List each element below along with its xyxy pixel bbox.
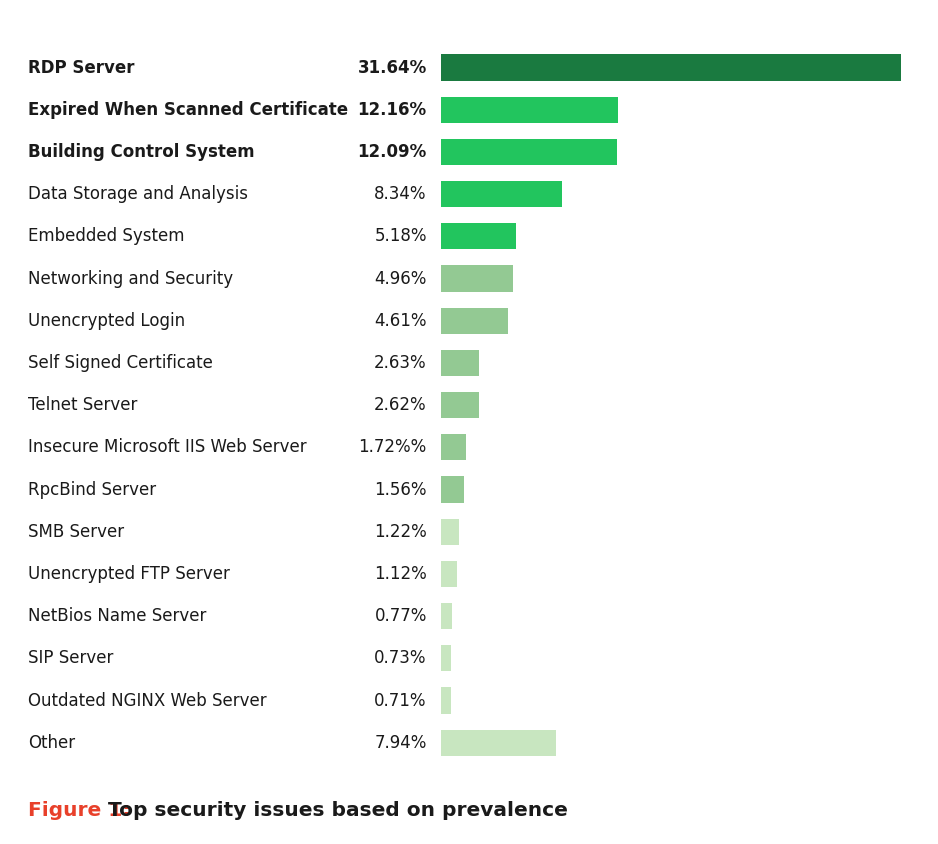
Bar (441, 687, 451, 714)
Text: Insecure Microsoft IIS Web Server: Insecure Microsoft IIS Web Server (28, 438, 307, 457)
Text: 0.71%: 0.71% (374, 691, 427, 710)
Text: 5.18%: 5.18% (374, 227, 427, 246)
Text: Outdated NGINX Web Server: Outdated NGINX Web Server (28, 691, 266, 710)
Bar (441, 349, 479, 376)
Bar (441, 307, 507, 333)
Text: 1.56%: 1.56% (374, 480, 427, 499)
Bar (441, 96, 617, 122)
Text: 2.62%: 2.62% (374, 396, 427, 414)
Text: Figure 1:: Figure 1: (28, 801, 130, 820)
Bar (441, 476, 463, 502)
Text: SIP Server: SIP Server (28, 649, 113, 668)
Bar (441, 181, 562, 207)
Text: 12.09%: 12.09% (357, 143, 427, 161)
Text: 31.64%: 31.64% (357, 58, 427, 77)
Text: 8.34%: 8.34% (374, 185, 427, 203)
Text: 0.77%: 0.77% (374, 607, 427, 625)
Text: Other: Other (28, 733, 75, 752)
Text: 4.61%: 4.61% (374, 311, 427, 330)
Bar (441, 603, 452, 630)
Text: Self Signed Certificate: Self Signed Certificate (28, 354, 213, 372)
Bar (441, 223, 516, 249)
Bar (441, 645, 451, 672)
Text: Data Storage and Analysis: Data Storage and Analysis (28, 185, 249, 203)
Bar (441, 560, 457, 587)
Text: Telnet Server: Telnet Server (28, 396, 138, 414)
Text: 1.22%: 1.22% (374, 522, 427, 541)
Text: Unencrypted Login: Unencrypted Login (28, 311, 186, 330)
Text: Embedded System: Embedded System (28, 227, 185, 246)
Text: 12.16%: 12.16% (357, 100, 427, 119)
Bar (441, 392, 479, 418)
Text: 1.72%%: 1.72%% (358, 438, 427, 457)
Text: 0.73%: 0.73% (374, 649, 427, 668)
Text: 2.63%: 2.63% (374, 354, 427, 372)
Text: 4.96%: 4.96% (374, 269, 427, 288)
Text: Networking and Security: Networking and Security (28, 269, 234, 288)
Bar (441, 54, 900, 80)
Text: 7.94%: 7.94% (374, 733, 427, 752)
Bar (441, 729, 556, 756)
Text: SMB Server: SMB Server (28, 522, 124, 541)
Bar (441, 434, 466, 461)
Text: Top security issues based on prevalence: Top security issues based on prevalence (101, 801, 568, 820)
Text: 1.12%: 1.12% (374, 565, 427, 583)
Text: Building Control System: Building Control System (28, 143, 255, 161)
Text: RpcBind Server: RpcBind Server (28, 480, 157, 499)
Text: Unencrypted FTP Server: Unencrypted FTP Server (28, 565, 230, 583)
Text: Expired When Scanned Certificate: Expired When Scanned Certificate (28, 100, 348, 119)
Text: RDP Server: RDP Server (28, 58, 135, 77)
Text: NetBios Name Server: NetBios Name Server (28, 607, 206, 625)
Bar (441, 265, 513, 291)
Bar (441, 518, 459, 545)
Bar (441, 138, 616, 165)
